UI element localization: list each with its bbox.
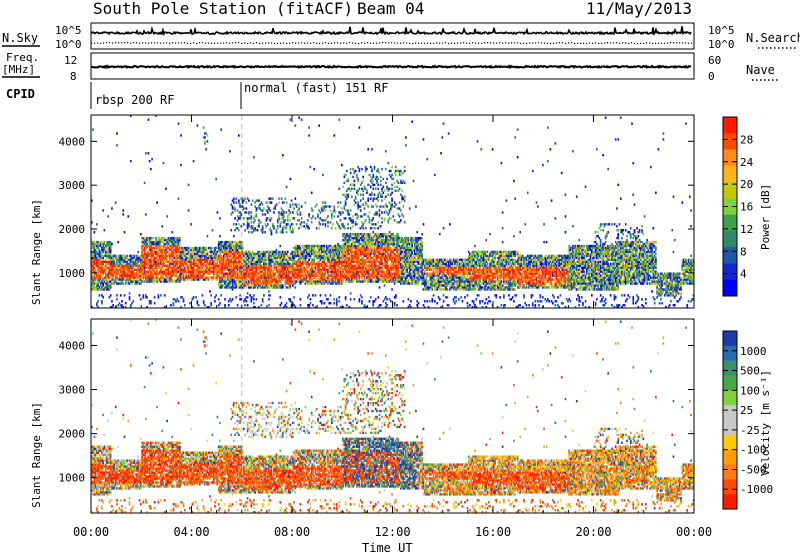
power-colorbar-tick-3: 16 [740,201,753,214]
beam-label: Beam 04 [357,0,424,18]
velocity-ylabel: Slant Range [km] [30,402,43,508]
velocity-ytick-3: 4000 [59,339,86,352]
freq-label-1: Freq. [6,51,39,64]
station-title: South Pole Station (fitACF) [93,0,353,18]
cpid-label: CPID [6,87,35,101]
nave-label: Nave [746,63,775,77]
velocity-colorbar-label: Velocity [m s⁻¹] [759,370,772,476]
nsky-tick-bottom: 10^0 [55,38,82,51]
freq-label-2: [MHz] [2,63,35,76]
nsky-tick-top-right: 10^5 [708,24,735,37]
time-xlabel: Time UT [362,541,413,554]
velocity-heatmap [91,319,694,513]
power-colorbar-label: Power [dB] [759,184,772,250]
velocity-ytick-2: 3000 [59,384,86,397]
xtick-label-2: 08:00 [274,525,310,539]
nsky-tick-bottom-right: 10^0 [708,38,735,51]
power-heatmap [91,115,694,308]
cpid-segment-2: normal (fast) 151 RF [244,81,389,95]
velocity-colorbar-tick-1: 500 [740,365,760,378]
nsky-label: N.Sky [2,31,38,45]
velocity-axes: 1000 2000 3000 4000 [59,319,695,513]
power-colorbar-tick-5: 8 [740,245,747,258]
velocity-colorbar-tick-4: -25 [740,424,760,437]
power-ytick-0: 1000 [59,267,86,280]
xtick-label-3: 12:00 [374,525,410,539]
xtick-label-0: 00:00 [73,525,109,539]
freq-tick-bottom-right: 0 [708,70,715,83]
velocity-colorbar-tick-2: 100 [740,384,760,397]
power-ytick-1: 2000 [59,223,86,236]
date-label: 11/May/2013 [586,0,692,18]
nsky-trace [90,25,693,45]
velocity-ytick-1: 2000 [59,428,86,441]
xtick-label-6: 00:00 [676,525,712,539]
velocity-colorbar-tick-6: -500 [740,463,767,476]
velocity-colorbar-tick-5: -100 [740,444,767,457]
velocity-colorbar: 1000 500 100 25 -25 -100 -500 -1000 [722,330,773,510]
freq-trace [90,64,692,70]
xtick-label-5: 20:00 [575,525,611,539]
power-axes: 1000 2000 3000 4000 [59,115,695,308]
time-axis-labels: 00:00 04:00 08:00 12:00 16:00 20:00 00:00 [73,525,712,539]
power-ytick-2: 3000 [59,179,86,192]
freq-tick-top: 12 [64,54,77,67]
power-colorbar-tick-2: 20 [740,178,753,191]
power-colorbar-tick-4: 12 [740,223,753,236]
velocity-colorbar-tick-7: -1000 [740,483,773,496]
nsky-panel [90,22,695,50]
velocity-colorbar-tick-0: 1000 [740,345,767,358]
xtick-label-4: 16:00 [475,525,511,539]
freq-panel [90,52,695,80]
velocity-colorbar-tick-3: 25 [740,404,753,417]
freq-tick-bottom: 8 [70,70,77,83]
nsky-tick-top: 10^5 [55,24,82,37]
power-ylabel: Slant Range [km] [30,199,43,305]
power-colorbar-tick-0: 28 [740,133,753,146]
freq-tick-top-right: 60 [708,54,721,67]
power-colorbar-tick-1: 24 [740,156,754,169]
power-colorbar-tick-6: 4 [740,268,747,281]
nsearch-label: N.Search [746,31,800,45]
xtick-label-1: 04:00 [173,525,209,539]
cpid-segment-1: rbsp 200 RF [95,93,174,107]
power-ytick-3: 4000 [59,135,86,148]
power-colorbar: 28 24 20 16 12 8 4 [722,116,754,297]
velocity-ytick-0: 1000 [59,472,86,485]
